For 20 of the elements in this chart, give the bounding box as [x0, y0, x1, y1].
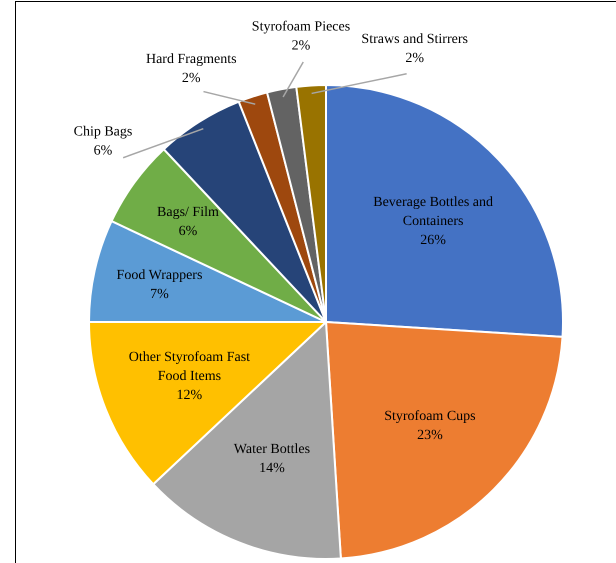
slice-label: Other Styrofoam Fast Food Items: [128, 350, 250, 384]
data-label: 7%: [150, 286, 170, 302]
slice-label: Styrofoam Cups: [384, 409, 476, 424]
slice-label: Water Bottles: [234, 442, 310, 457]
data-label: 2%: [405, 51, 424, 66]
slice-label: Styrofoam Pieces: [252, 19, 350, 34]
data-label: 14%: [259, 460, 286, 476]
data-label: 6%: [94, 144, 113, 159]
slice-label: Hard Fragments: [146, 52, 237, 67]
slice-label: Beverage Bottles and Containers: [373, 195, 493, 230]
data-label: 2%: [182, 70, 201, 86]
data-label: 26%: [420, 233, 446, 248]
slice-label: Bags/ Film: [157, 204, 219, 220]
slice-label: Chip Bags: [74, 124, 132, 140]
data-label: 2%: [292, 38, 311, 54]
slice-label: Straws and Stirrers: [361, 32, 468, 48]
data-label: 6%: [178, 224, 198, 239]
data-label: 12%: [176, 388, 203, 403]
data-label: 23%: [417, 428, 444, 444]
slice-label: Food Wrappers: [116, 268, 202, 283]
